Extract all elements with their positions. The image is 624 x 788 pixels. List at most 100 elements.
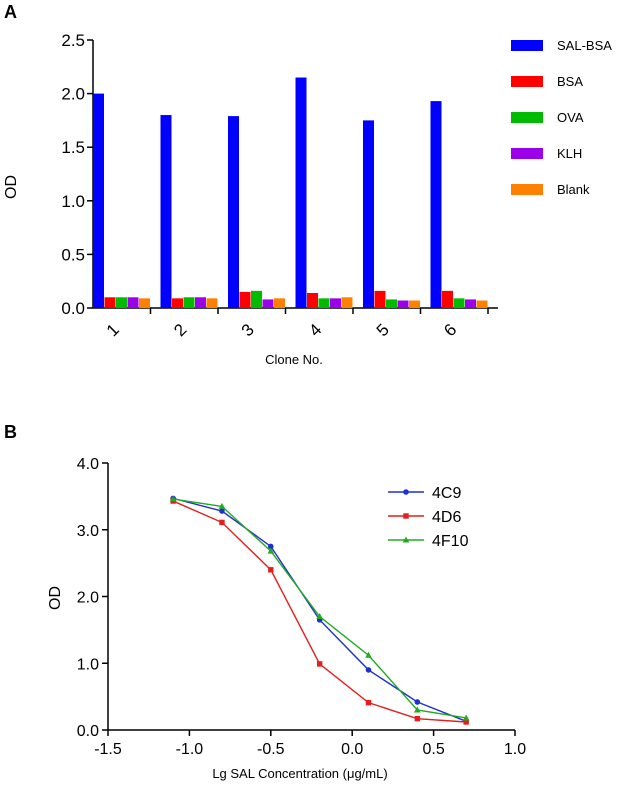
bar-chart-y-tick-label: 1.5	[61, 138, 85, 157]
line-chart-x-tick-label: 0.5	[422, 741, 444, 758]
bar	[116, 297, 127, 308]
legend-label: 4F10	[432, 533, 469, 550]
bar	[430, 101, 442, 308]
bar-chart-x-tick-label: 1	[103, 320, 123, 340]
bar	[374, 290, 386, 308]
bar	[341, 297, 353, 308]
bar	[386, 299, 397, 308]
line-chart-x-tick-label: -1.5	[94, 741, 122, 758]
line-chart-y-tick-label: 2.0	[77, 590, 99, 607]
line-chart: 0.0 1.0 2.0 3.0 4.0 -1.5 -1.0 -0.5 0.0 0.5 1.0 4C9…	[47, 456, 526, 781]
bar	[295, 77, 307, 309]
bar	[318, 298, 330, 308]
bar	[442, 290, 453, 308]
line-chart-x-tick-label: -0.5	[257, 741, 285, 758]
bar	[409, 300, 420, 308]
panel-label-a: A	[4, 2, 17, 22]
legend-label: KLH	[557, 146, 582, 161]
data-point	[267, 547, 275, 554]
line-chart-series	[169, 495, 470, 725]
bar-chart: 0.0 0.5 1.0 1.5 2.0 2.5 1 2 3 4 5 6 SAL-BSA BSA OVA KL…	[3, 31, 612, 367]
line-chart-x-axis-title: Lg SAL Concentration (μg/mL)	[212, 766, 387, 781]
line-chart-x-tick-label: -1.0	[176, 741, 204, 758]
legend-label: OVA	[557, 110, 584, 125]
data-point	[268, 567, 274, 573]
line-chart-x-tick-label: 1.0	[504, 741, 526, 758]
line-chart-axes: 0.0 1.0 2.0 3.0 4.0 -1.5 -1.0 -0.5 0.0 0.5 1.0	[77, 456, 526, 758]
panel-label-b: B	[4, 422, 17, 442]
data-point	[218, 502, 226, 509]
data-point	[414, 715, 421, 722]
data-point	[463, 719, 469, 725]
legend-label: SAL-BSA	[557, 38, 612, 53]
data-point	[219, 508, 225, 514]
bar-chart-y-tick-label: 0.0	[61, 299, 85, 318]
data-point	[414, 706, 421, 713]
data-point	[169, 495, 177, 502]
bar	[195, 297, 206, 308]
bar	[93, 93, 104, 308]
data-point	[403, 513, 409, 519]
bar-chart-x-tick-label: 6	[440, 320, 460, 340]
bar	[397, 300, 409, 308]
series-line	[172, 500, 467, 723]
line-chart-y-tick-label: 3.0	[77, 523, 99, 540]
data-point	[402, 536, 410, 543]
data-point	[268, 543, 274, 550]
legend-label: BSA	[557, 74, 583, 89]
bar-chart-x-tick-label: 3	[238, 320, 258, 340]
line-chart-x-tick-label: 0.0	[341, 741, 363, 758]
legend-swatch	[511, 148, 543, 159]
line-chart-y-tick-label: 4.0	[77, 456, 99, 473]
bar	[465, 299, 476, 308]
data-point	[403, 489, 409, 495]
bar-chart-y-axis-title: OD	[3, 175, 20, 199]
bar	[183, 297, 195, 308]
bar	[228, 116, 239, 308]
legend-label: 4D6	[432, 509, 461, 526]
bar-chart-y-tick-label: 0.5	[61, 245, 85, 264]
bar-chart-x-tick-label: 5	[373, 320, 393, 340]
data-point	[365, 651, 372, 658]
bar	[363, 120, 374, 309]
line-chart-y-tick-label: 0.0	[77, 723, 99, 740]
data-point	[462, 714, 470, 721]
bar-chart-y-tick-label: 2.5	[61, 31, 85, 50]
bar	[160, 115, 172, 308]
bar	[239, 291, 251, 308]
series-line	[173, 498, 467, 719]
legend-swatch	[511, 112, 543, 123]
data-point	[365, 699, 372, 706]
bar	[307, 292, 318, 308]
bar	[104, 297, 116, 308]
bar	[476, 300, 488, 308]
legend-swatch	[511, 184, 543, 195]
data-point	[316, 661, 323, 667]
legend-swatch	[511, 76, 543, 87]
series-line	[172, 497, 467, 722]
data-point	[365, 667, 372, 673]
bar-chart-legend: SAL-BSA BSA OVA KLH Blank	[511, 38, 612, 197]
bar-chart-x-tick-label: 2	[170, 320, 190, 340]
bar	[330, 298, 341, 308]
bar	[127, 297, 139, 308]
data-point	[414, 699, 421, 705]
bar-chart-y-tick-label: 1.0	[61, 192, 85, 211]
bar	[453, 298, 465, 308]
bar	[172, 298, 183, 308]
bar	[274, 298, 285, 308]
bar	[262, 299, 274, 308]
bar-chart-bars	[93, 77, 488, 309]
bar	[206, 298, 218, 308]
line-chart-y-axis-title: OD	[47, 586, 64, 610]
bar-chart-x-axis-title: Clone No.	[265, 352, 323, 367]
legend-swatch	[511, 40, 543, 51]
bar-chart-y-tick-label: 2.0	[61, 85, 85, 104]
line-chart-y-tick-label: 1.0	[77, 656, 99, 673]
data-point	[316, 613, 323, 620]
legend-label: Blank	[557, 182, 590, 197]
bar	[251, 290, 262, 308]
bar	[139, 298, 150, 308]
legend-label: 4C9	[432, 485, 461, 502]
